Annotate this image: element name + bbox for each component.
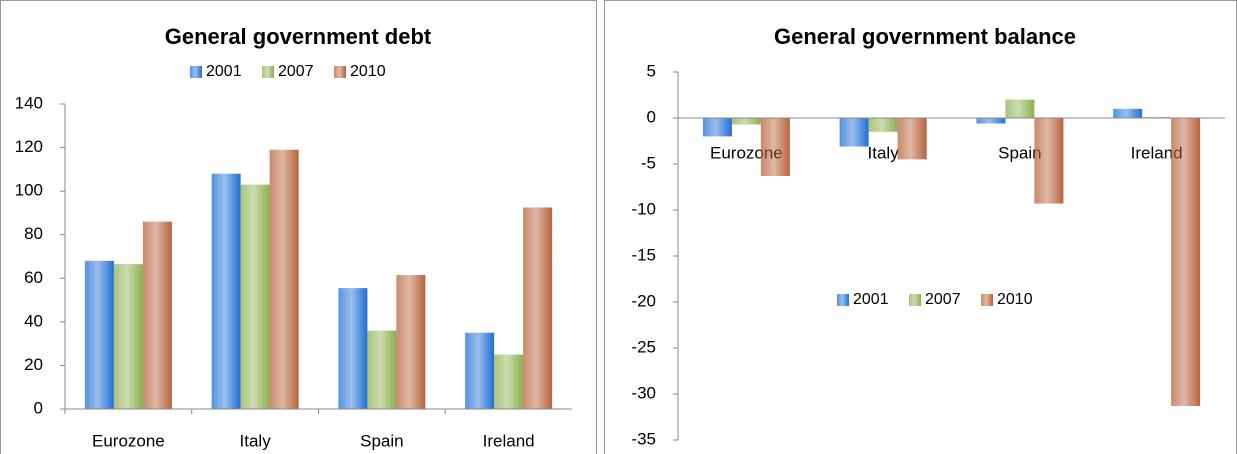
legend-label: 2001 — [206, 63, 242, 80]
bar — [494, 354, 524, 409]
bar — [367, 330, 397, 409]
y-tick-label: -10 — [631, 199, 656, 218]
y-tick-label: -25 — [631, 337, 656, 356]
bar — [976, 118, 1006, 124]
bar — [1034, 118, 1064, 204]
bar — [731, 118, 761, 125]
y-tick-label: 0 — [647, 107, 656, 126]
y-tick-label: 20 — [24, 355, 43, 374]
y-tick-label: -15 — [631, 245, 656, 264]
legend-label: 2007 — [925, 291, 961, 308]
y-tick-label: 120 — [15, 137, 43, 156]
legend-swatch — [837, 294, 849, 306]
y-tick-label: -35 — [631, 429, 656, 448]
x-tick-label: Italy — [240, 431, 272, 450]
bar — [269, 149, 299, 409]
bar — [1113, 108, 1143, 118]
x-tick-label: Spain — [998, 143, 1041, 162]
legend-swatch — [190, 66, 202, 78]
legend-label: 2010 — [350, 63, 386, 80]
panel-frame — [0, 0, 597, 454]
legend-swatch — [909, 294, 921, 306]
bar — [702, 118, 732, 137]
y-tick-label: -20 — [631, 291, 656, 310]
x-tick-label: Italy — [868, 143, 900, 162]
bar — [338, 288, 368, 409]
chart-title: General government debt — [165, 24, 432, 49]
panel-frame — [604, 0, 1237, 454]
legend-label: 2007 — [278, 63, 314, 80]
y-tick-label: 40 — [24, 311, 43, 330]
bar — [465, 332, 495, 409]
y-tick-label: -5 — [641, 153, 656, 172]
x-tick-label: Ireland — [483, 431, 535, 450]
y-tick-label: 60 — [24, 268, 43, 287]
bar — [839, 118, 869, 147]
x-tick-label: Ireland — [1131, 143, 1183, 162]
y-tick-label: 100 — [15, 181, 43, 200]
y-tick-label: 140 — [15, 93, 43, 112]
bar — [760, 118, 790, 176]
legend-swatch — [981, 294, 993, 306]
bar — [868, 118, 898, 132]
x-tick-label: Spain — [360, 431, 403, 450]
legend-swatch — [262, 66, 274, 78]
legend-label: 2010 — [997, 291, 1033, 308]
legend-swatch — [334, 66, 346, 78]
y-tick-label: 5 — [647, 61, 656, 80]
bar — [84, 260, 114, 409]
y-tick-label: 80 — [24, 224, 43, 243]
bar — [523, 207, 553, 409]
bar — [1171, 118, 1201, 406]
bar — [113, 264, 143, 409]
chart-title: General government balance — [774, 24, 1076, 49]
legend-label: 2001 — [853, 291, 889, 308]
bar — [897, 118, 927, 160]
bar — [1005, 99, 1035, 118]
bar — [211, 173, 241, 409]
bar — [396, 275, 426, 409]
y-tick-label: 0 — [34, 398, 43, 417]
bar — [240, 184, 270, 409]
x-tick-label: Eurozone — [92, 431, 165, 450]
y-tick-label: -30 — [631, 383, 656, 402]
bar — [142, 221, 172, 409]
